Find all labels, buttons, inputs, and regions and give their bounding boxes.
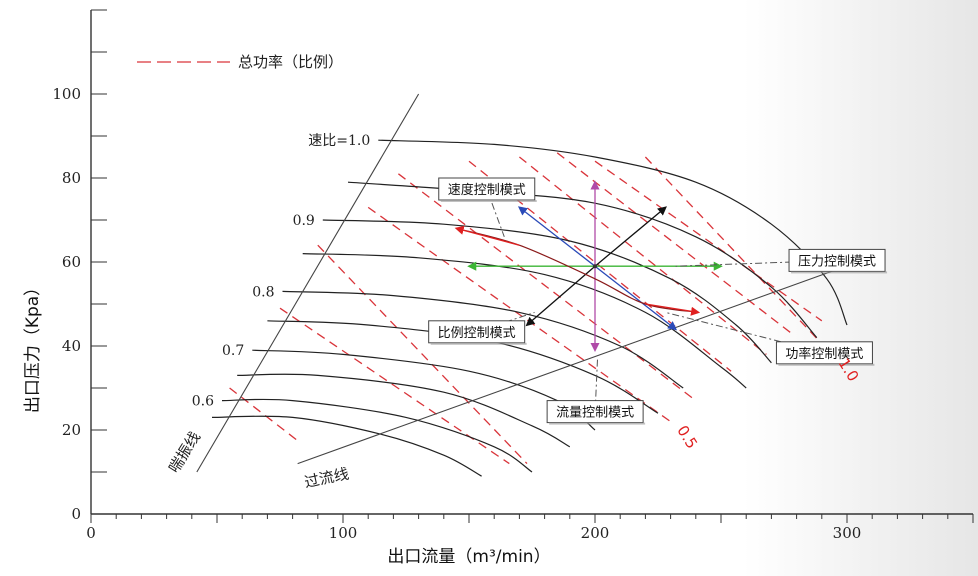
- overflow-line-label: 过流线: [303, 465, 351, 492]
- speed-curve: [282, 290, 684, 389]
- speed-curve: [221, 398, 533, 473]
- x-tick-label: 300: [833, 524, 862, 542]
- x-tick-label: 100: [329, 524, 358, 542]
- annotation-leader: [665, 311, 825, 354]
- y-axis-title: 出口压力（Kpa）: [23, 279, 43, 413]
- legend: 总功率（比例）: [137, 53, 343, 71]
- power-line-label: 0.5: [673, 422, 701, 452]
- annotation-shadow: [791, 271, 888, 274]
- annotation-shadow: [549, 422, 646, 425]
- power-line: [594, 160, 823, 322]
- annotation-shadow: [440, 200, 537, 202]
- annotation-label: 压力控制模式: [798, 254, 876, 269]
- y-tick-label: 40: [62, 337, 81, 355]
- overflow-line: [297, 269, 835, 465]
- y-tick-label: 20: [62, 421, 81, 439]
- annotation-leader: [594, 358, 599, 412]
- ratio-mode-arrow: [594, 206, 667, 267]
- annotation-shadow: [430, 342, 527, 345]
- power-mode-arrow: [594, 265, 678, 331]
- speed-curve-label: 0.6: [192, 394, 214, 410]
- x-tick-label: 0: [86, 524, 96, 542]
- legend-label: 总功率（比例）: [238, 53, 343, 71]
- speed-curve: [237, 373, 571, 448]
- speed-curve-label: 0.9: [293, 213, 315, 229]
- speed-mode-arrowhead: [645, 303, 701, 316]
- power-line: [398, 173, 697, 402]
- operating-point: [593, 264, 597, 269]
- power-line: [556, 152, 792, 334]
- axes: 0 100 200 300 0 20 40 60 80 100 出口流量（m³/min） 出口压力（K…: [23, 9, 974, 567]
- annotation-shadow: [778, 363, 875, 366]
- speed-curve-label: 0.8: [252, 284, 274, 300]
- y-tick-label: 80: [62, 169, 81, 187]
- annotation-label: 功率控制模式: [785, 346, 863, 362]
- power-line: [317, 244, 528, 465]
- annotation-label: 流量控制模式: [556, 406, 634, 421]
- power-line: [229, 387, 301, 444]
- annotation-leader: [486, 188, 505, 237]
- speed-curve-label: 速比=1.0: [308, 133, 370, 149]
- x-axis-title: 出口流量（m³/min）: [387, 547, 550, 567]
- power-line: [279, 307, 510, 465]
- annotation-label: 比例控制模式: [438, 326, 516, 341]
- power-mode-arrow: [517, 206, 596, 267]
- speed-curve: [302, 253, 747, 389]
- y-tick-label: 100: [52, 85, 81, 103]
- ratio-mode-arrow: [525, 265, 596, 327]
- speed-curve-label: 0.7: [222, 343, 244, 359]
- annotation-label: 速度控制模式: [448, 182, 526, 198]
- speed-mode-curve: [456, 227, 699, 313]
- power-line: [518, 156, 767, 355]
- limit-lines: [196, 93, 835, 473]
- y-tick-label: 60: [62, 253, 81, 271]
- surge-line: [196, 93, 420, 473]
- mode-arrows: [454, 180, 723, 353]
- power-line: [367, 206, 671, 423]
- y-tick-label: 0: [71, 505, 81, 523]
- x-tick-label: 200: [581, 524, 610, 542]
- speed-curve: [322, 219, 772, 364]
- speed-mode-arrowhead: [454, 225, 520, 246]
